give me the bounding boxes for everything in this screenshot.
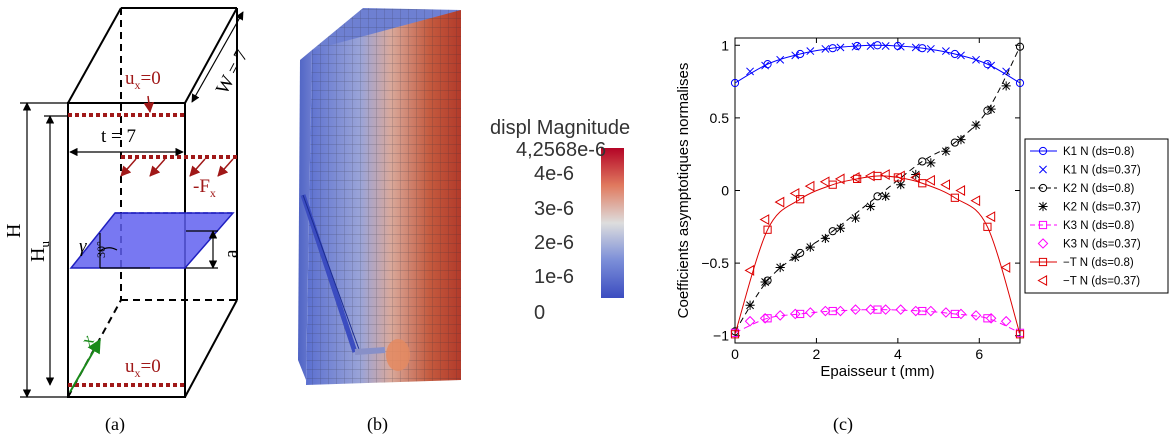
label-a: a xyxy=(221,249,242,258)
label-H: H xyxy=(3,223,25,238)
x-axis-arrow xyxy=(69,338,101,393)
bc-bottom-label: ux=0 xyxy=(125,356,161,380)
force-label: -Fx xyxy=(193,176,216,200)
panel-label-b: (b) xyxy=(367,414,388,434)
force-arrows xyxy=(120,95,234,177)
panel-label-a: (a) xyxy=(105,414,125,434)
label-angle: 30° xyxy=(94,241,108,258)
colorbar-tick-3e-6: 3e-6 xyxy=(534,198,575,220)
label-Hu: Hu xyxy=(27,241,52,262)
colorbar-tick-0: 0 xyxy=(534,302,546,324)
colorbar-title: displ Magnitude xyxy=(490,117,631,139)
dimension-lines xyxy=(20,11,244,398)
colorbar-tick-2e-6: 2e-6 xyxy=(534,232,575,254)
colorbar-tick-4e-6: 4e-6 xyxy=(534,163,575,185)
label-gamma: γ xyxy=(79,236,87,257)
panel-label-c: (c) xyxy=(833,414,853,434)
colorbar-tick-1e-6: 1e-6 xyxy=(534,266,575,288)
bc-top-label: ux=0 xyxy=(125,68,161,92)
label-t: t = 7 xyxy=(101,126,136,147)
colorbar-max-label: 4,2568e-6 xyxy=(516,139,607,161)
